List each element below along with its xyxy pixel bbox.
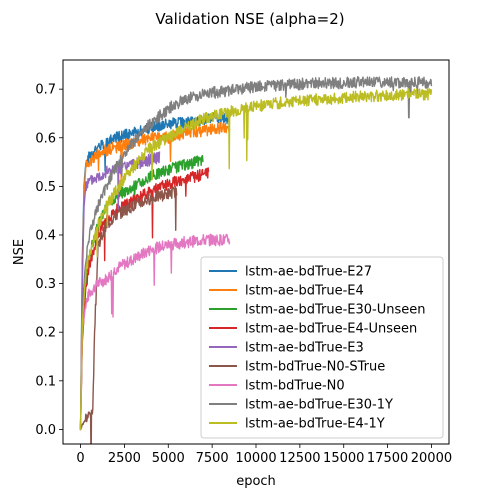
y-tick-label: 0.7 xyxy=(35,83,56,98)
series-line-7 xyxy=(79,76,433,430)
axis-ticks: 0 2500 5000 7500 10000 12500 15000 17500 20000 0.… xyxy=(35,83,452,466)
legend-label: lstm-ae-bdTrue-E4-Unseen xyxy=(245,322,417,337)
legend-box xyxy=(200,256,444,439)
plot-area xyxy=(79,76,433,444)
x-tick-label: 17500 xyxy=(367,451,408,466)
legend: lstm-ae-bdTrue-E27 lstm-ae-bdTrue-E4 lstm-… xyxy=(200,256,444,439)
x-axis-title: epoch xyxy=(236,474,276,489)
x-tick-label: 10000 xyxy=(235,451,276,466)
x-tick-label: 5000 xyxy=(152,451,185,466)
legend-label: lstm-bdTrue-N0-STrue xyxy=(245,360,385,375)
legend-label: lstm-ae-bdTrue-E4 xyxy=(245,284,364,299)
x-tick-label: 0 xyxy=(76,451,84,466)
y-tick-label: 0.3 xyxy=(35,277,56,292)
legend-label: lstm-ae-bdTrue-E30-Unseen xyxy=(245,303,426,318)
x-tick-label: 15000 xyxy=(323,451,364,466)
legend-label: lstm-bdTrue-N0 xyxy=(245,379,345,394)
y-tick-label: 0.6 xyxy=(35,131,56,146)
y-tick-label: 0.5 xyxy=(35,180,56,195)
legend-label: lstm-ae-bdTrue-E27 xyxy=(245,265,372,280)
series-line-8 xyxy=(79,87,433,430)
x-tick-label: 2500 xyxy=(108,451,141,466)
x-tick-label: 7500 xyxy=(196,451,229,466)
chart-title: Validation NSE (alpha=2) xyxy=(155,10,344,28)
legend-label: lstm-ae-bdTrue-E30-1Y xyxy=(245,398,393,413)
series-line-1 xyxy=(79,121,231,430)
y-axis-title: NSE xyxy=(12,239,27,265)
y-tick-label: 0.4 xyxy=(35,228,56,243)
legend-label: lstm-ae-bdTrue-E3 xyxy=(245,341,364,356)
y-tick-label: 0.1 xyxy=(35,374,56,389)
legend-label: lstm-ae-bdTrue-E4-1Y xyxy=(245,417,385,432)
series-line-6 xyxy=(79,233,231,430)
x-tick-label: 20000 xyxy=(411,451,452,466)
x-tick-label: 12500 xyxy=(279,451,320,466)
series-line-3 xyxy=(79,167,210,431)
y-tick-label: 0.0 xyxy=(35,423,56,438)
y-tick-label: 0.2 xyxy=(35,326,56,341)
